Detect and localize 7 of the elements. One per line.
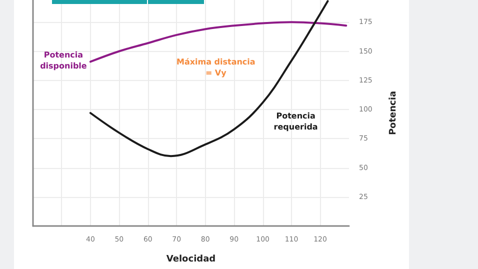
y-axis-title: Potencia <box>388 90 398 136</box>
x-axis-title: Velocidad <box>166 254 216 264</box>
line-series <box>89 21 348 63</box>
series-label: Potencia disponible <box>40 50 88 71</box>
annotation: Máxima distancia = Vy <box>176 57 256 78</box>
line-series <box>89 0 329 158</box>
series-label: Potencia requerida <box>274 112 318 132</box>
